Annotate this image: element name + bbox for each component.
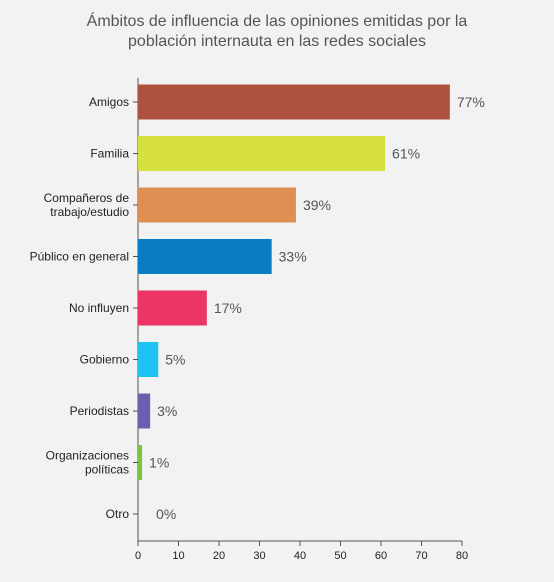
bar [138, 445, 143, 480]
chart-title: Ámbitos de influencia de las opiniones e… [0, 12, 554, 52]
value-label: 61% [392, 146, 420, 162]
category-label: Compañeros de [44, 191, 130, 205]
x-tick-label: 0 [135, 550, 141, 562]
category-label: Organizaciones [46, 449, 129, 463]
x-tick-label: 60 [375, 550, 387, 562]
category-label: Gobierno [80, 353, 130, 367]
category-label: Otro [106, 507, 130, 521]
category-label: Amigos [89, 95, 129, 109]
chart-title-line-2: población internauta en las redes social… [128, 33, 426, 50]
x-tick-label: 40 [294, 550, 306, 562]
x-tick-label: 30 [253, 550, 265, 562]
category-label: Público en general [30, 250, 129, 264]
bar [138, 342, 159, 377]
bar [138, 136, 386, 171]
x-tick-label: 80 [456, 550, 468, 562]
bar [138, 393, 151, 429]
x-tick-label: 50 [334, 550, 346, 562]
value-label: 3% [157, 403, 177, 419]
x-tick-label: 10 [172, 550, 184, 562]
bar [138, 239, 272, 274]
category-label: No influyen [69, 301, 129, 315]
category-label: políticas [85, 463, 129, 477]
category-label: Familia [90, 147, 129, 161]
bar [138, 187, 296, 223]
category-label: trabajo/estudio [50, 205, 129, 219]
bar [138, 290, 207, 326]
value-label: 0% [156, 506, 176, 522]
value-label: 1% [149, 455, 169, 471]
value-label: 5% [165, 352, 185, 368]
x-tick-label: 70 [415, 550, 427, 562]
bar [138, 84, 450, 120]
value-label: 39% [303, 197, 331, 213]
x-tick-label: 20 [213, 550, 225, 562]
category-label: Periodistas [70, 404, 129, 418]
chart-title-line-1: Ámbitos de influencia de las opiniones e… [86, 13, 468, 30]
value-label: 77% [457, 94, 485, 110]
value-label: 17% [214, 300, 242, 316]
value-label: 33% [279, 249, 307, 265]
